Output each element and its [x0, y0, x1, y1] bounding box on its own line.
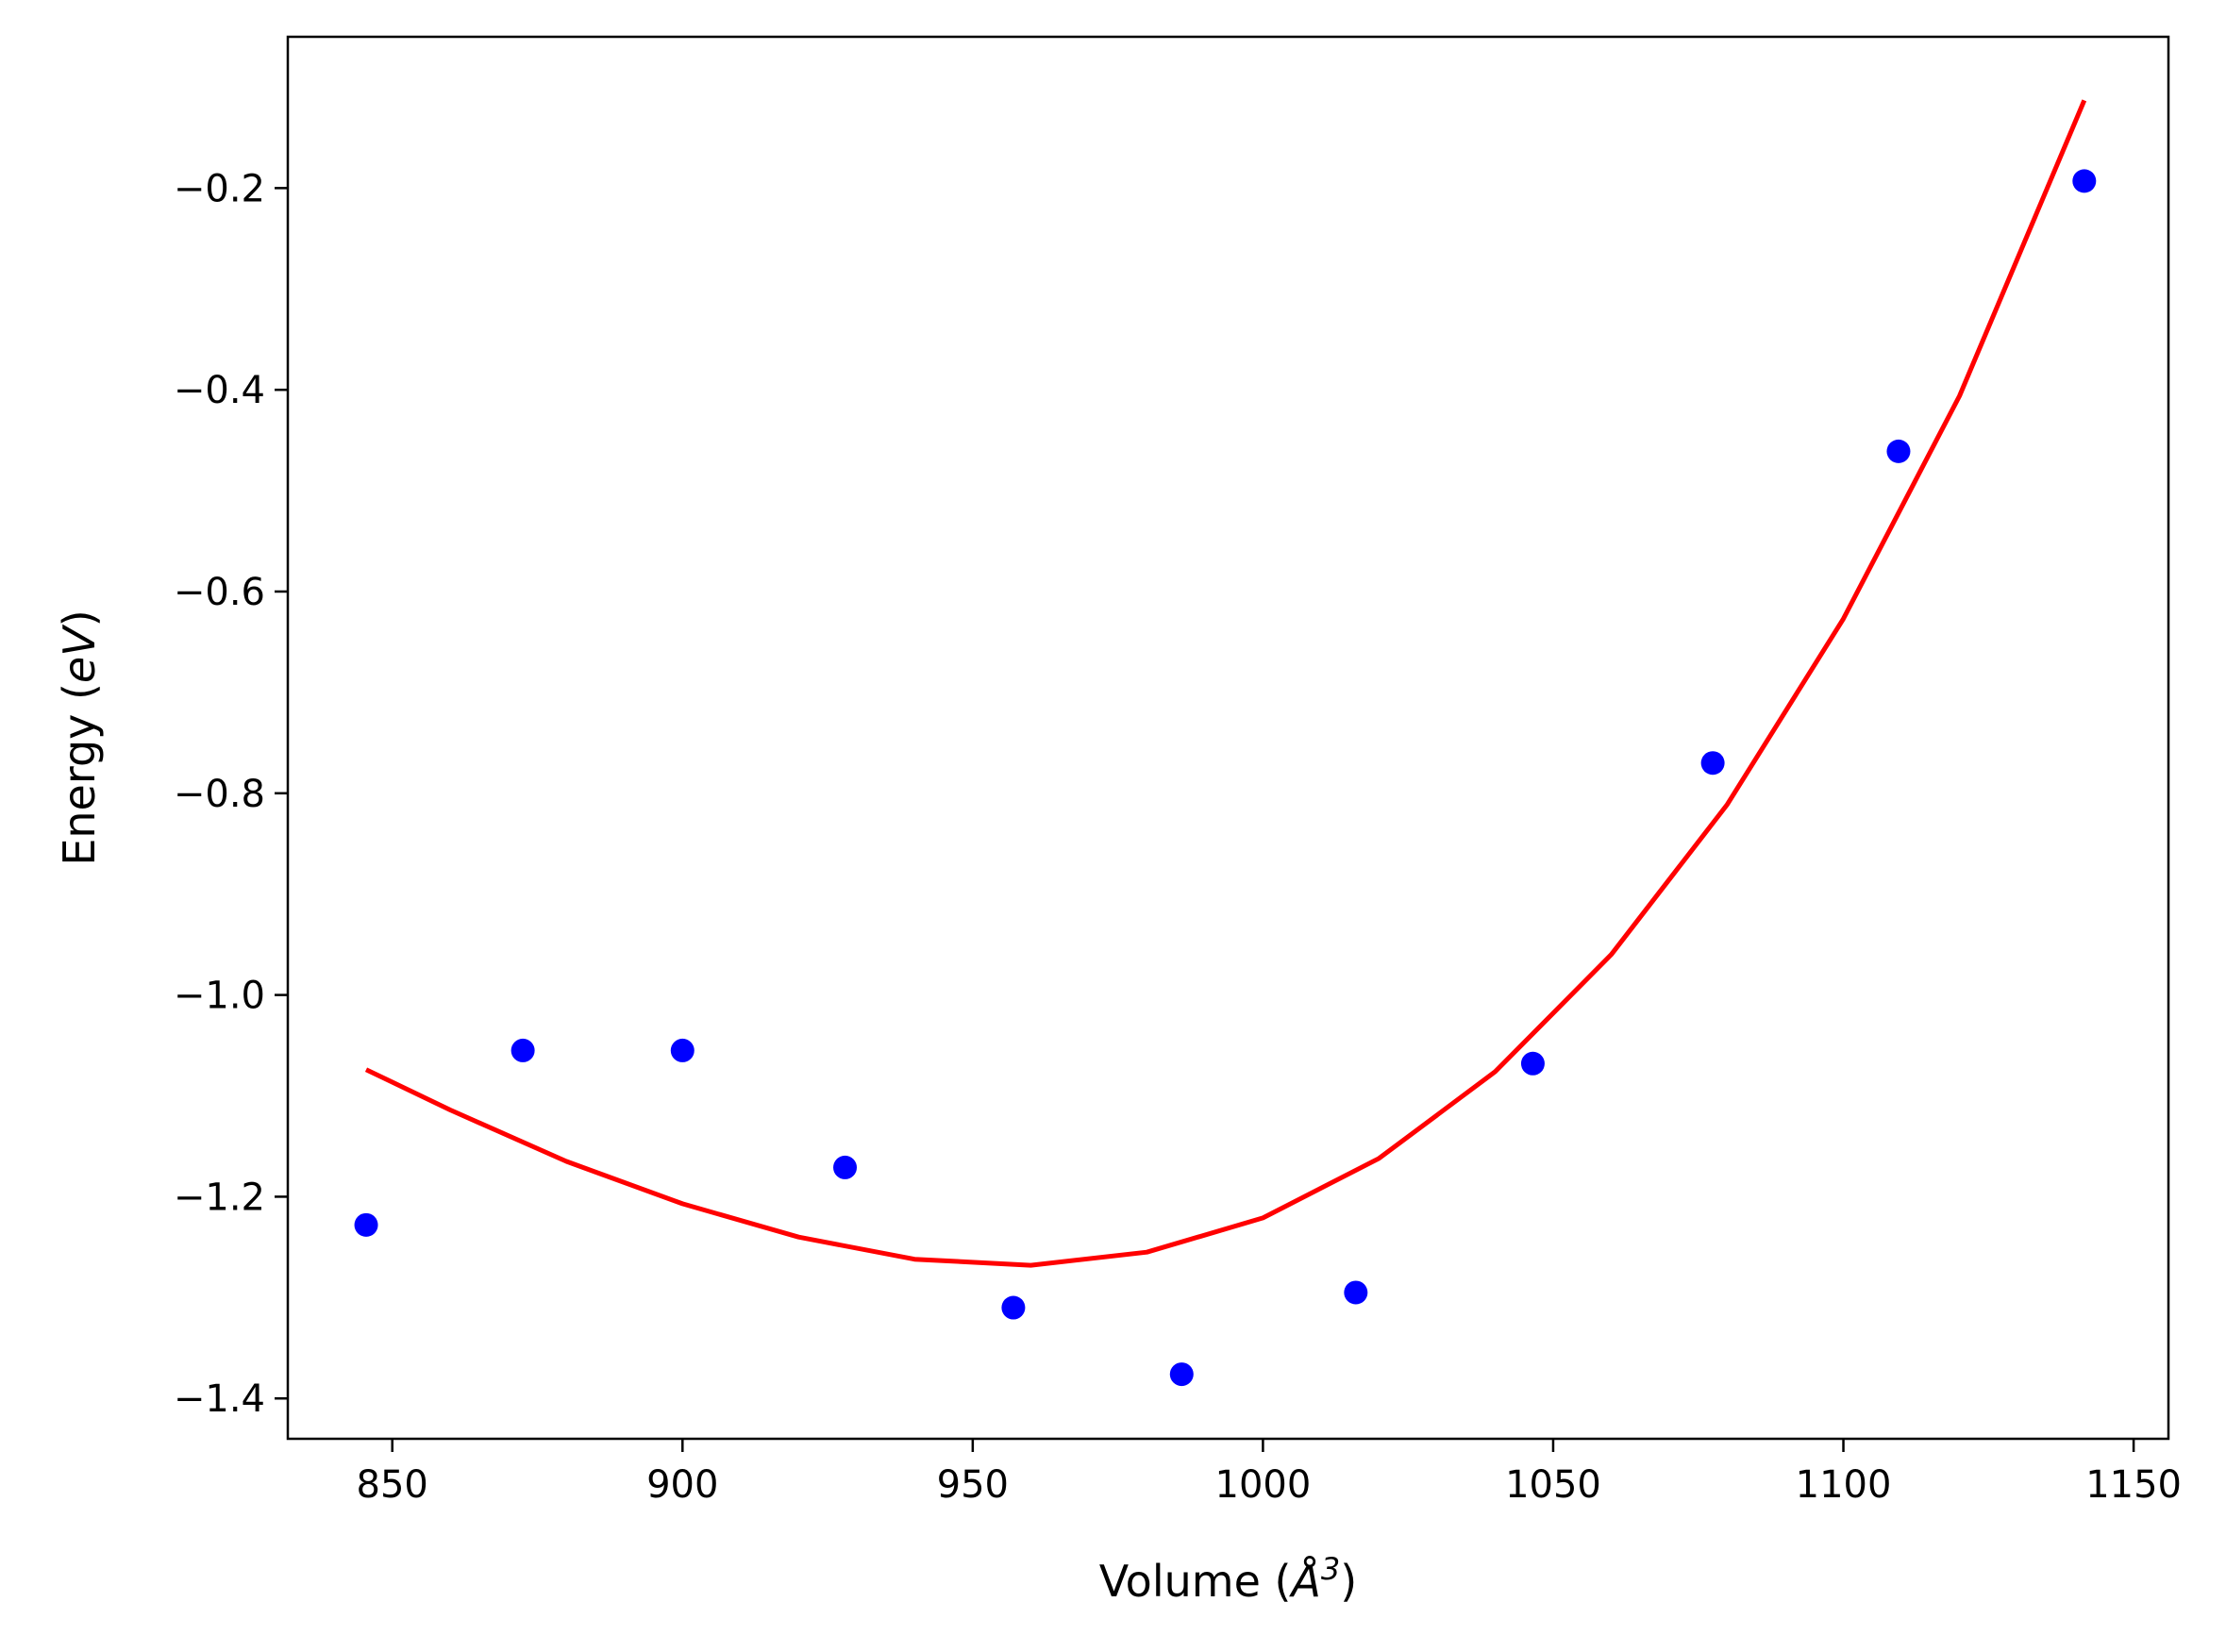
y-axis-label-prefix: Energy ( — [54, 683, 105, 866]
y-axis-label-italic: eV — [54, 624, 105, 683]
x-axis-label-symbol: Å — [1288, 1556, 1320, 1607]
x-tick-label: 1050 — [1505, 1463, 1601, 1507]
x-tick-label: 950 — [937, 1463, 1009, 1507]
data-point — [670, 1038, 695, 1062]
x-tick-label: 1100 — [1796, 1463, 1892, 1507]
ticks-layer: 850 900 950 1000 1050 1100 1150 −1.4 −1.2 −1.0 −0.… — [174, 167, 2182, 1507]
x-axis-label-superscript: 3 — [1321, 1551, 1340, 1587]
data-point — [1520, 1051, 1545, 1076]
series-layer — [354, 99, 2097, 1387]
data-point — [1886, 439, 1911, 463]
data-point — [1344, 1280, 1368, 1305]
x-tick-label: 850 — [357, 1463, 428, 1507]
y-tick-label: −0.4 — [174, 369, 265, 412]
x-axis-label-suffix: ) — [1340, 1556, 1357, 1607]
data-point — [354, 1212, 378, 1237]
y-tick-label: −1.2 — [174, 1176, 265, 1219]
data-point — [1700, 751, 1725, 776]
data-point — [2072, 169, 2097, 193]
x-tick-label: 1000 — [1215, 1463, 1312, 1507]
x-axis-label-prefix: Volume ( — [1099, 1556, 1292, 1607]
plot-frame — [286, 35, 2170, 1441]
y-tick-label: −0.8 — [174, 773, 265, 816]
y-axis-label-suffix: ) — [54, 609, 105, 626]
data-point — [1001, 1295, 1026, 1320]
data-point — [833, 1155, 858, 1179]
data-point — [1169, 1362, 1194, 1387]
x-tick-label: 1150 — [2085, 1463, 2182, 1507]
y-tick-label: −1.4 — [174, 1377, 265, 1421]
y-tick-label: −0.2 — [174, 167, 265, 210]
y-tick-label: −0.6 — [174, 571, 265, 614]
y-axis-label: Energy (eV) — [54, 609, 105, 865]
x-tick-label: 900 — [646, 1463, 718, 1507]
data-point — [510, 1038, 535, 1062]
x-axis-label: Volume (Å3) — [1099, 1551, 1357, 1607]
fit-curve-line — [364, 99, 2087, 1268]
y-tick-label: −1.0 — [174, 975, 265, 1018]
